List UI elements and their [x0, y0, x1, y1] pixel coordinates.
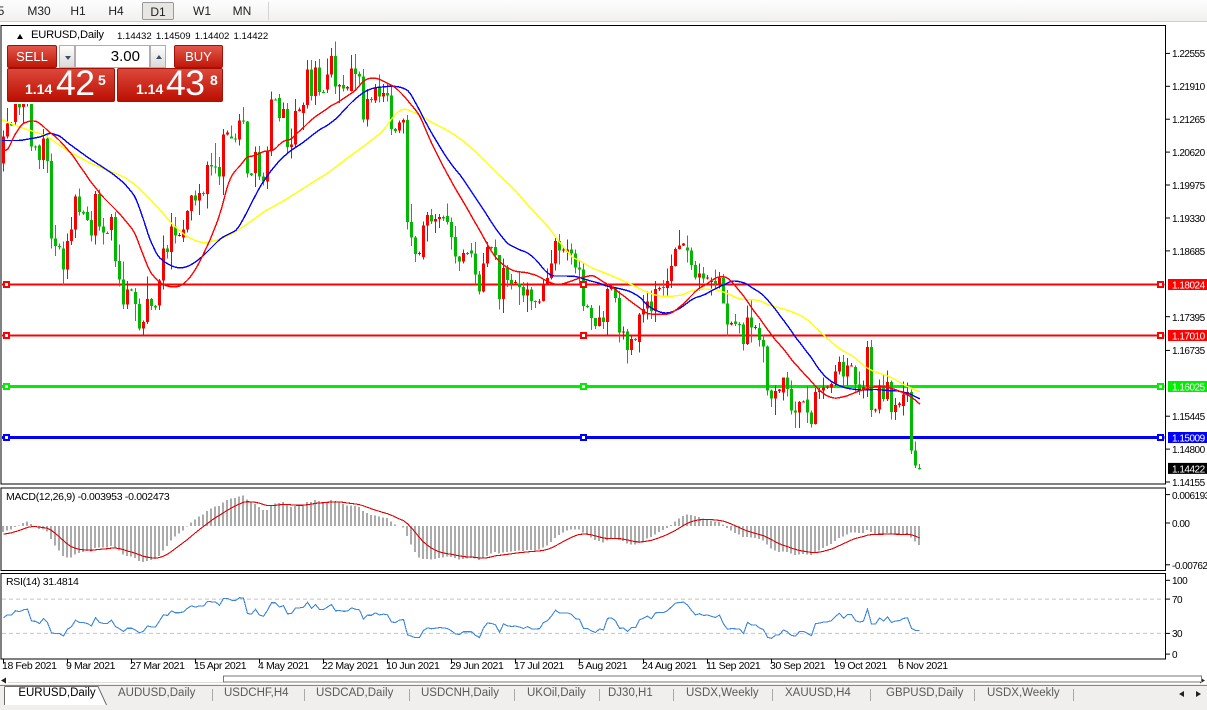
svg-text:1.14800: 1.14800 [1172, 445, 1206, 456]
svg-text:1.18685: 1.18685 [1172, 247, 1206, 258]
svg-text:1.15445: 1.15445 [1172, 412, 1206, 423]
svg-text:0.006193: 0.006193 [1172, 491, 1207, 502]
svg-text:1.19330: 1.19330 [1172, 214, 1206, 225]
svg-text:1.16025: 1.16025 [1172, 383, 1206, 394]
svg-text:30: 30 [1172, 629, 1183, 640]
svg-text:RSI(14) 31.4814: RSI(14) 31.4814 [6, 576, 79, 588]
svg-text:15 Apr 2021: 15 Apr 2021 [194, 660, 247, 672]
svg-text:22 May 2021: 22 May 2021 [322, 660, 379, 672]
svg-text:0.00: 0.00 [1172, 519, 1190, 530]
svg-text:1.14422: 1.14422 [1172, 464, 1206, 475]
svg-text:1.14155: 1.14155 [1172, 478, 1206, 489]
svg-text:6 Nov 2021: 6 Nov 2021 [898, 660, 948, 672]
svg-text:1.17395: 1.17395 [1172, 313, 1206, 324]
svg-text:9 Mar 2021: 9 Mar 2021 [66, 660, 116, 672]
svg-text:1.15009: 1.15009 [1172, 434, 1206, 445]
svg-text:-0.0076215: -0.0076215 [1172, 561, 1207, 572]
svg-text:100: 100 [1172, 576, 1188, 587]
svg-text:1.16735: 1.16735 [1172, 346, 1206, 357]
svg-text:19 Oct 2021: 19 Oct 2021 [834, 660, 887, 672]
svg-text:17 Jul 2021: 17 Jul 2021 [514, 660, 564, 672]
svg-text:1.17010: 1.17010 [1172, 332, 1206, 343]
svg-text:1.21265: 1.21265 [1172, 115, 1206, 126]
svg-text:70: 70 [1172, 595, 1183, 606]
svg-text:1.22555: 1.22555 [1172, 49, 1206, 60]
svg-text:18 Feb 2021: 18 Feb 2021 [2, 660, 57, 672]
svg-text:4 May 2021: 4 May 2021 [258, 660, 309, 672]
svg-text:24 Aug 2021: 24 Aug 2021 [642, 660, 697, 672]
svg-text:0: 0 [1172, 650, 1178, 661]
svg-text:5 Aug 2021: 5 Aug 2021 [578, 660, 628, 672]
svg-text:30 Sep 2021: 30 Sep 2021 [770, 660, 826, 672]
svg-text:1.20620: 1.20620 [1172, 148, 1206, 159]
svg-text:10 Jun 2021: 10 Jun 2021 [386, 660, 440, 672]
svg-text:MACD(12,26,9) -0.003953 -0.002: MACD(12,26,9) -0.003953 -0.002473 [6, 491, 170, 503]
svg-text:1.18024: 1.18024 [1172, 281, 1206, 292]
svg-text:11 Sep 2021: 11 Sep 2021 [706, 660, 761, 672]
svg-text:1.21910: 1.21910 [1172, 82, 1206, 93]
svg-text:29 Jun 2021: 29 Jun 2021 [450, 660, 504, 672]
svg-text:27 Mar 2021: 27 Mar 2021 [130, 660, 185, 672]
svg-text:1.19975: 1.19975 [1172, 181, 1206, 192]
